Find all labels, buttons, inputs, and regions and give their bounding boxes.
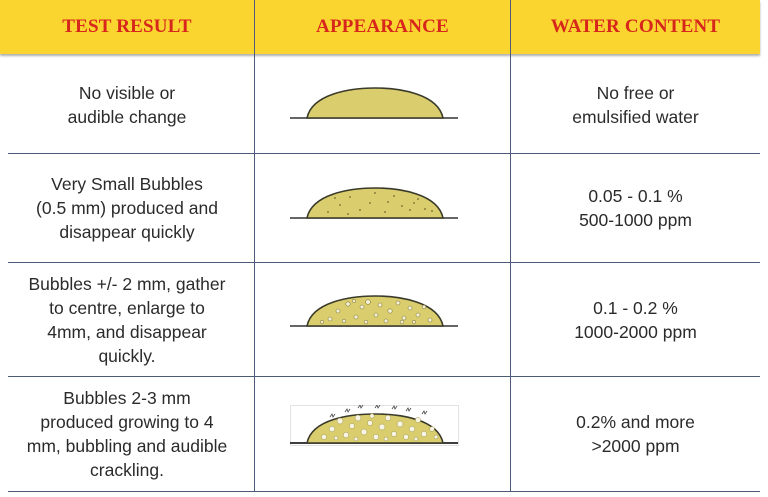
water-content-cell: No free or emulsified water (572, 82, 699, 127)
column-divider (510, 0, 511, 492)
droplet-medium-bubbles-icon (290, 295, 458, 327)
table-header (0, 0, 760, 54)
droplet-very-small-bubbles-icon (290, 187, 458, 219)
test-result-cell: Very Small Bubbles (0.5 mm) produced and… (36, 174, 218, 242)
row-divider (8, 376, 760, 377)
row-divider (8, 491, 760, 492)
header-appearance: APPEARANCE (316, 16, 449, 37)
test-result-cell: No visible or audible change (67, 82, 187, 127)
header-water-content: WATER CONTENT (550, 16, 721, 37)
water-content-cell: 0.05 - 0.1 % 500-1000 ppm (579, 186, 692, 230)
header-test-result: TEST RESULT (62, 16, 192, 37)
droplet-large-bubbles-crackling-icon (290, 405, 459, 446)
test-result-cell: Bubbles +/- 2 mm, gather to centre, enla… (28, 273, 226, 366)
test-result-cell: Bubbles 2-3 mm produced growing to 4 mm,… (26, 388, 228, 480)
column-divider (254, 0, 255, 492)
droplet-no-bubbles-icon (290, 87, 458, 119)
row-divider (8, 153, 760, 154)
water-content-cell: 0.1 - 0.2 % 1000-2000 ppm (574, 297, 697, 342)
row-divider (8, 262, 760, 263)
water-content-cell: 0.2% and more >2000 ppm (576, 412, 695, 456)
